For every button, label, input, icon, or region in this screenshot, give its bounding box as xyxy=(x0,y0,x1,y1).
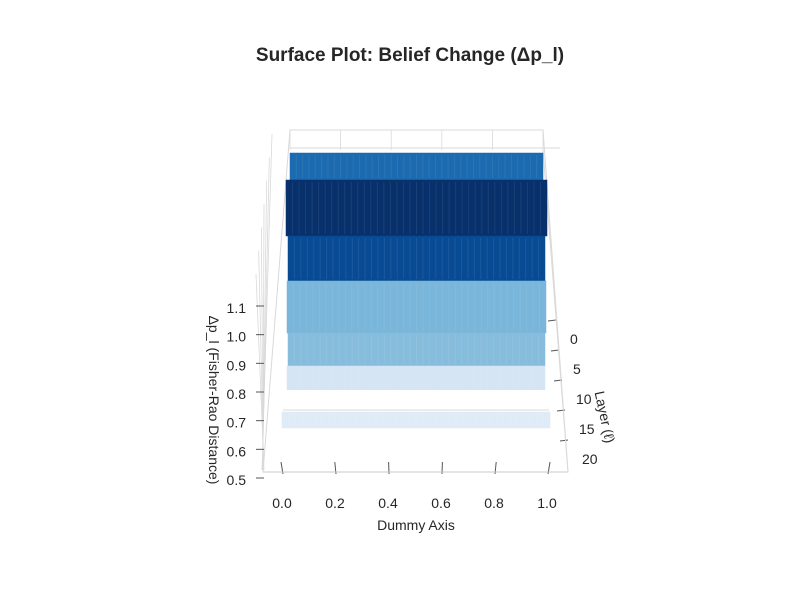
z-tick-label: 0.8 xyxy=(227,386,247,402)
surface-band xyxy=(286,365,546,391)
y-tick-mark xyxy=(547,319,557,322)
surface-bands xyxy=(281,152,551,429)
y-axis-label: Layer (ℓ) xyxy=(592,389,619,444)
y-tick-label: 15 xyxy=(579,421,595,437)
surface-band xyxy=(285,179,548,237)
z-axis-label: Δp_l (Fisher-Rao Distance) xyxy=(206,316,222,485)
tick-labels: 0.0 0.2 0.4 0.6 0.8 1.0 0 5 10 15 20 0.5 0.6 0.7 0.8 0.… xyxy=(227,300,598,511)
surface-band xyxy=(281,411,551,429)
z-tick-label: 0.6 xyxy=(227,443,247,459)
x-tick-label: 0.4 xyxy=(378,495,398,511)
x-tick-label: 0.0 xyxy=(272,495,292,511)
y-tick-label: 10 xyxy=(576,391,592,407)
z-tick-label: 0.5 xyxy=(227,472,247,488)
surface-band xyxy=(287,235,546,282)
y-tick-label: 5 xyxy=(573,361,581,377)
y-tick-mark xyxy=(559,439,569,442)
y-tick-label: 20 xyxy=(582,451,598,467)
surface-gap xyxy=(283,390,549,410)
surface-band xyxy=(287,332,546,367)
x-tick-label: 0.8 xyxy=(484,495,504,511)
surface-band xyxy=(289,152,544,181)
x-tick-label: 0.2 xyxy=(325,495,345,511)
z-tick-label: 1.1 xyxy=(227,300,247,316)
z-tick-label: 1.0 xyxy=(227,329,247,345)
x-tick-label: 1.0 xyxy=(537,495,557,511)
y-tick-label: 0 xyxy=(570,331,578,347)
chart-title: Surface Plot: Belief Change (Δp_l) xyxy=(255,45,565,66)
x-tick-label: 0.6 xyxy=(431,495,451,511)
x-axis-label: Dummy Axis xyxy=(377,517,455,533)
z-tick-label: 0.7 xyxy=(227,415,247,431)
y-tick-mark xyxy=(550,349,560,352)
left-wall-line xyxy=(255,273,265,471)
z-tick-label: 0.9 xyxy=(227,357,247,373)
